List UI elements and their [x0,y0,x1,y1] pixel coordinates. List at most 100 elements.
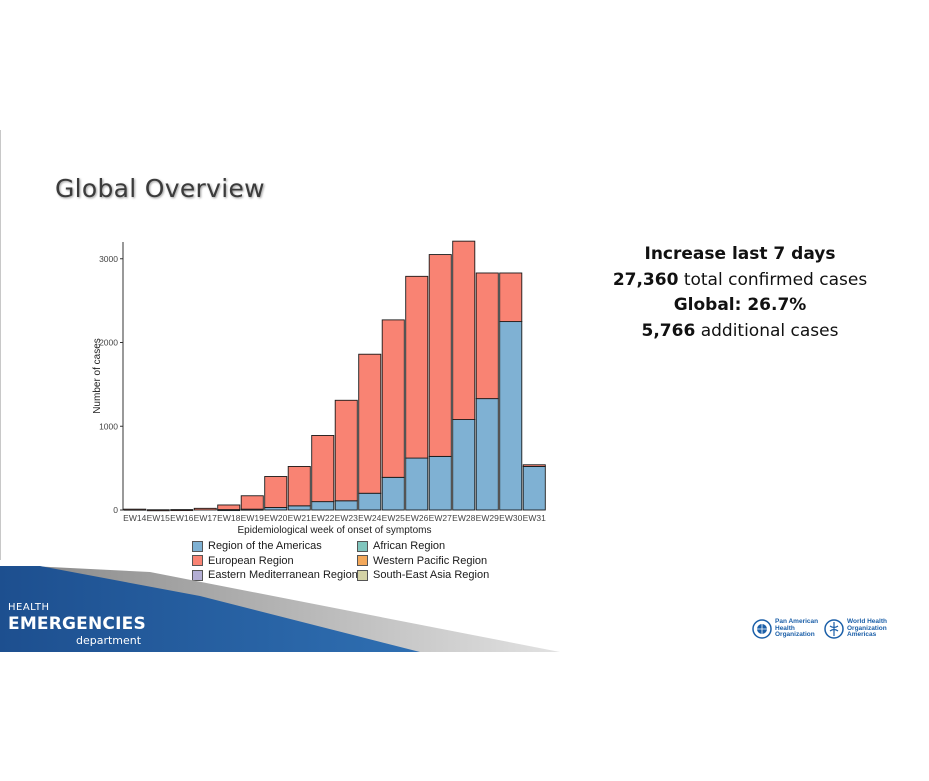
x-tick-label: EW15 [147,513,170,523]
bar-segment [170,509,194,512]
stats-additional-line: 5,766 additional cases [600,319,880,345]
bar-segment [334,399,358,502]
slide-edge [0,130,1,560]
stats-heading: Increase last 7 days [644,244,836,264]
bar-segment [475,398,499,511]
legend-label: South-East Asia Region [373,569,490,581]
bar-segment [428,455,452,511]
legend-swatch [357,555,368,566]
bar-segment [123,508,147,511]
banner-health: HEALTH [8,602,50,613]
bar-segment [358,492,382,511]
y-tick-label: 3000 [99,254,118,264]
paho-globe-icon [752,619,772,639]
bar-segment [499,272,523,323]
x-tick-label: EW26 [405,513,428,523]
y-tick-label: 0 [113,505,118,515]
x-tick-label: EW20 [264,513,287,523]
legend-item: Eastern Mediterranean Region [192,569,358,581]
paho-name-3: Organization [775,631,815,639]
bar-segment [522,465,546,511]
bar-segment [405,275,429,459]
x-tick-label: EW30 [499,513,522,523]
who-name-2: Organization [847,624,887,632]
x-tick-label: EW29 [476,513,499,523]
x-tick-label: EW28 [452,513,475,523]
slide-title: Global Overview [55,174,265,203]
bar-segment [264,476,288,508]
who-emblem-icon [824,619,844,639]
bar-segment [311,501,335,511]
bar-segment [522,464,546,467]
bar-segment [428,254,452,457]
x-tick-label: EW23 [335,513,358,523]
y-axis-title: Number of cases [92,338,103,414]
bar-segment [240,495,264,510]
bar-segment [381,319,405,478]
stats-total-line: 27,360 total confirmed cases [600,268,880,294]
stats-additional-text: additional cases [695,320,839,341]
x-tick-label: EW22 [311,513,334,523]
bar-segment [146,509,170,512]
bar-segment [381,476,405,511]
bar-segment [334,500,358,511]
bar-segment [193,507,217,511]
bar-segment [311,435,335,503]
stats-panel: Increase last 7 days 27,360 total confir… [600,242,880,344]
epi-curve-chart: 0 1000 2000 3000 EW14 EW15 EW16 EW17 EW18 EW19 EW2… [80,230,560,544]
legend-item: South-East Asia Region [357,569,489,581]
x-tick-label: EW14 [123,513,146,523]
y-tick-label: 1000 [99,421,118,431]
legend-swatch [192,555,203,566]
x-axis-title: Epidemiological week of onset of symptom… [238,525,432,536]
bar-segment [287,505,311,511]
legend-item: African Region [357,540,445,552]
bar-segment [499,321,523,511]
legend-label: European Region [208,554,294,567]
legend-label: Eastern Mediterranean Region [208,569,358,581]
legend-swatch [357,540,368,552]
legend-item: European Region [192,555,294,567]
paho-logo: Pan American Health Organization [752,619,818,639]
legend-label: African Region [373,540,446,552]
x-tick-label: EW25 [382,513,405,523]
x-tick-label: EW16 [170,513,193,523]
bar-segment [452,419,476,511]
paho-name-1: Pan American [775,618,819,626]
banner-background [0,566,560,652]
stats-total-value: 27,360 [612,269,679,290]
legend-label: Western Pacific Region [373,554,488,567]
stats-global-increase: Global: 26.7% [673,295,807,315]
banner-department: department [76,634,142,647]
who-logo: World Health Organization Americas [824,619,887,639]
health-emergencies-logo: HEALTH EMERGENCIES department [8,602,146,647]
bar-segment [405,457,429,511]
legend-swatch [192,569,203,581]
bar-segment [287,465,311,507]
x-tick-label: EW21 [288,513,311,523]
legend-swatch [357,569,368,581]
legend-item: Western Pacific Region [357,555,487,567]
x-tick-label: EW27 [429,513,452,523]
bar-segment [217,504,241,511]
who-name-1: World Health [847,618,887,626]
legend-label: Region of the Americas [208,540,322,552]
x-tick-label: EW31 [523,513,546,523]
legend-item: Region of the Americas [192,540,322,552]
x-tick-label: EW19 [241,513,264,523]
who-name-3: Americas [847,631,877,639]
stats-additional-value: 5,766 [641,320,696,341]
slide: Global Overview 0 1000 2000 3000 EW14 EW15 EW1… [0,130,929,652]
x-tick-label: EW18 [217,513,240,523]
legend-swatch [192,540,203,552]
banner-emergencies: EMERGENCIES [8,614,146,634]
bar-segment [452,240,476,420]
x-tick-label: EW17 [194,513,217,523]
stats-total-text: total confirmed cases [678,269,868,290]
bar-segment [475,272,499,400]
paho-name-2: Health [775,624,795,632]
bar-segment [358,353,382,494]
x-tick-label: EW24 [358,513,381,523]
y-tick-label: 2000 [99,338,118,348]
